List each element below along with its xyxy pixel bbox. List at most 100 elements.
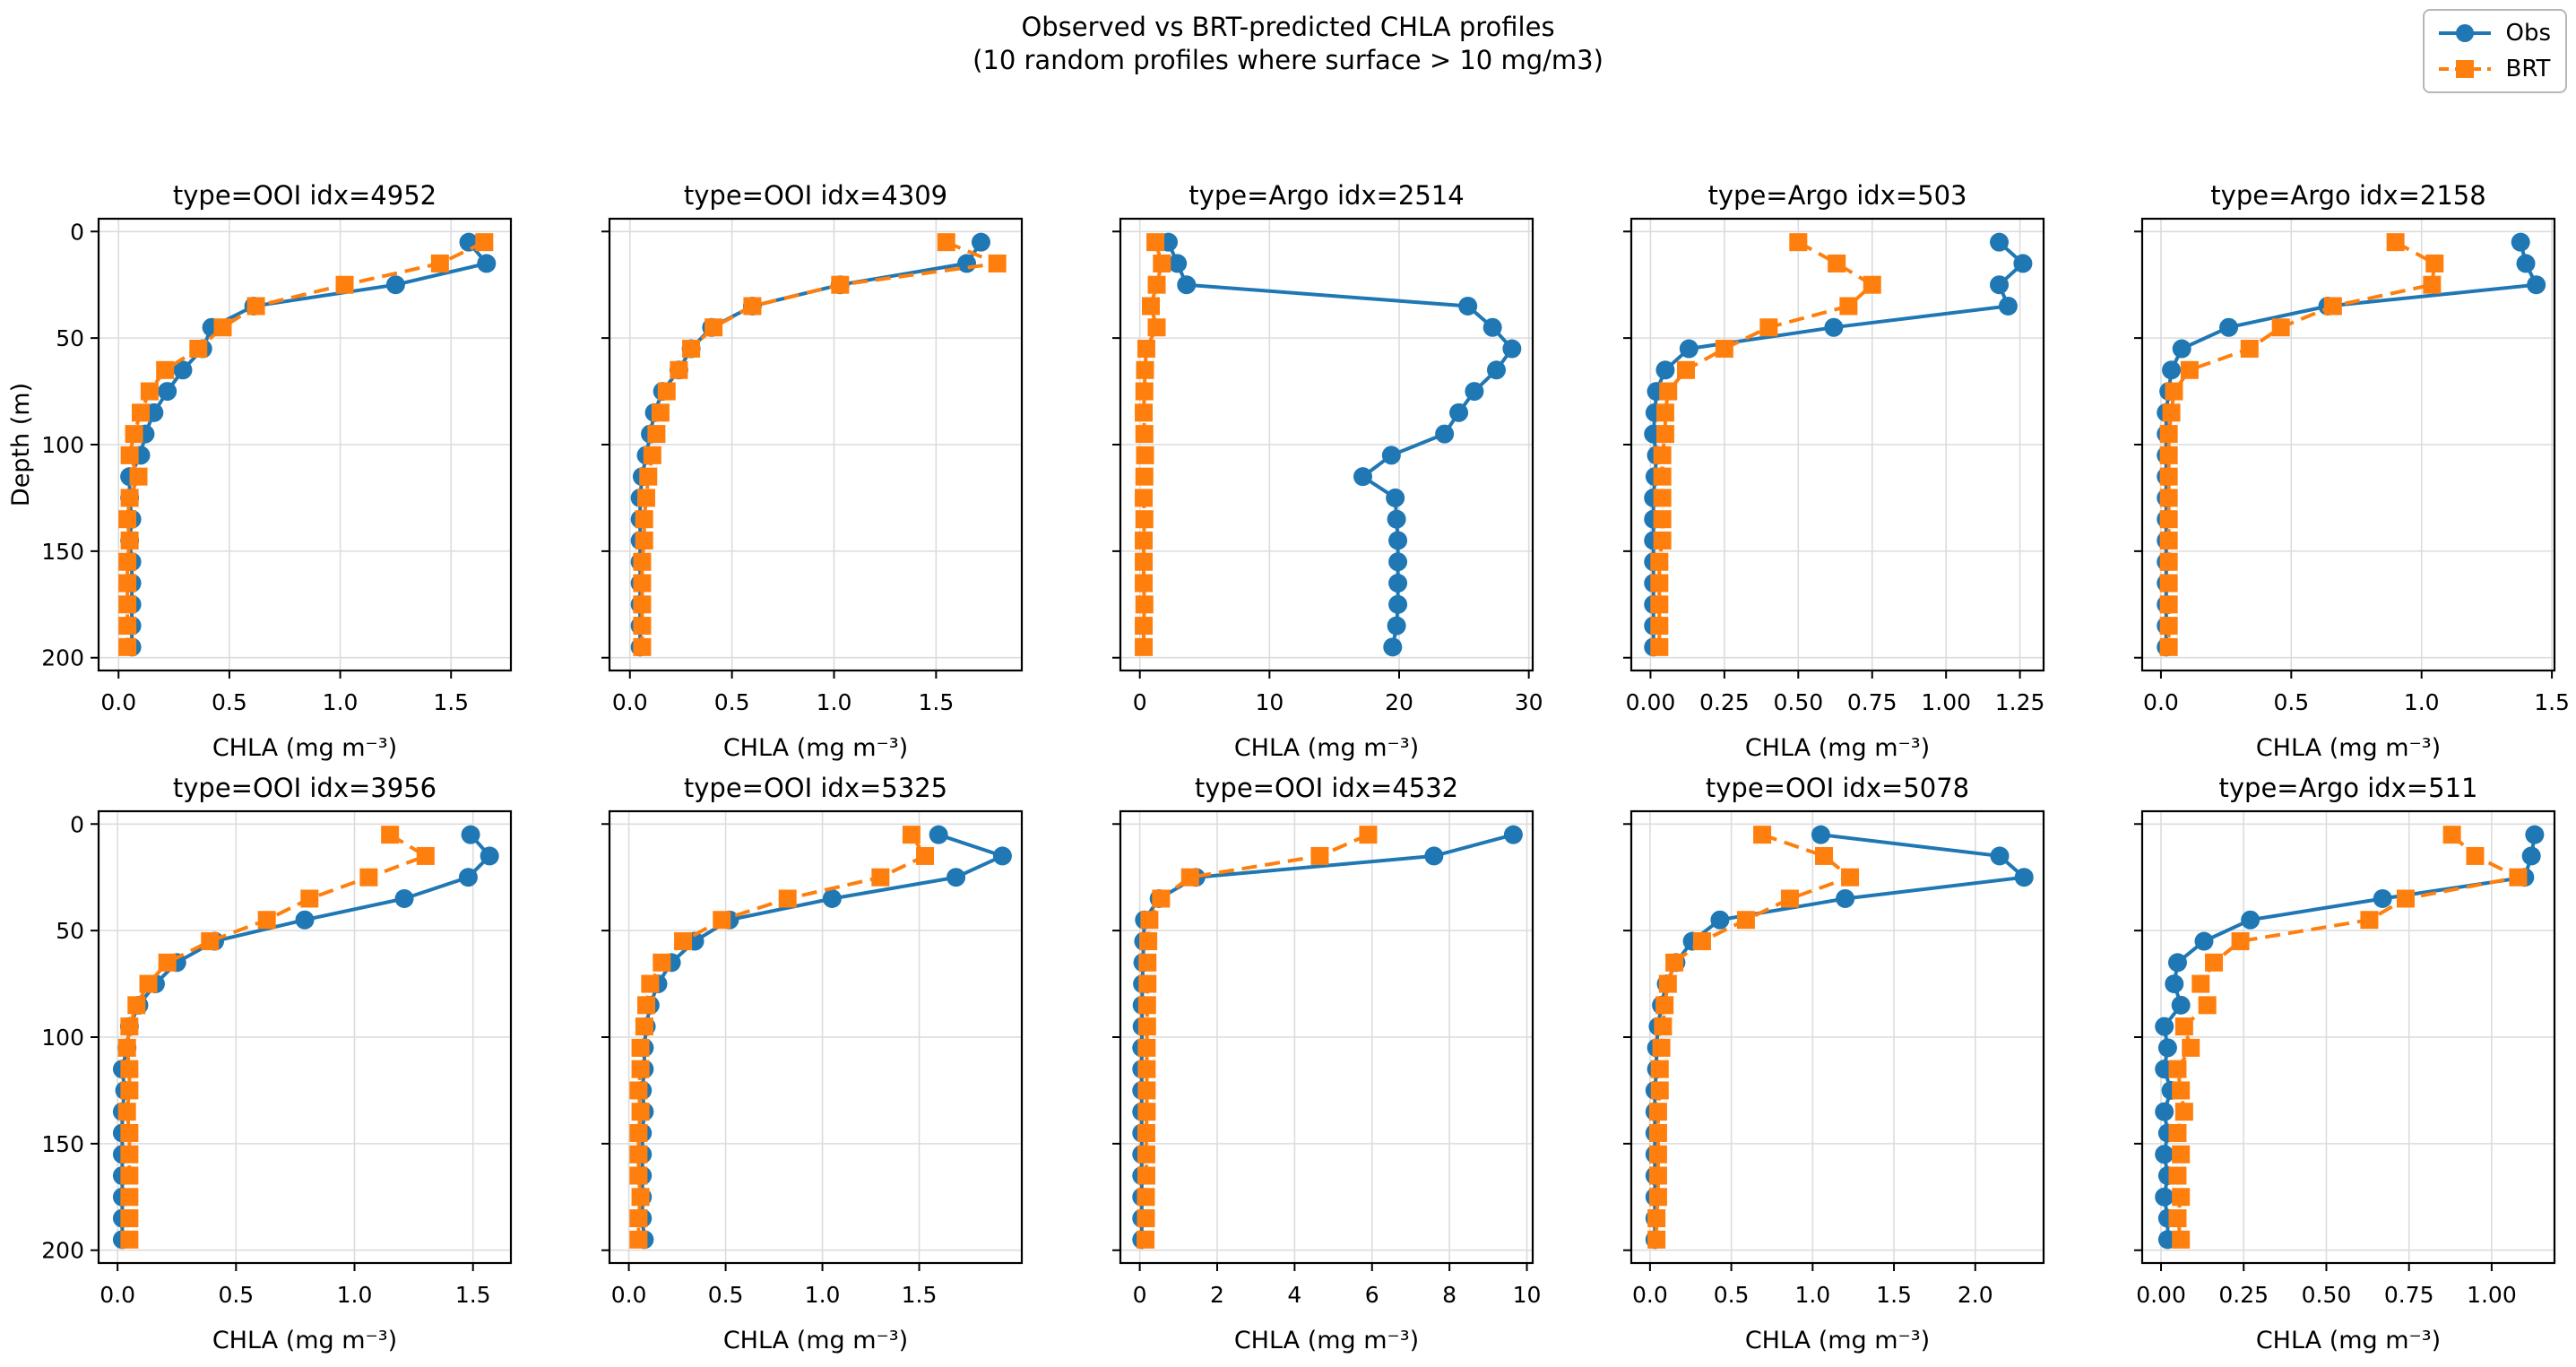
brt-marker — [1137, 1123, 1155, 1142]
brt-marker — [2159, 574, 2178, 593]
data-series — [630, 232, 1007, 657]
brt-marker — [916, 846, 935, 865]
obs-marker — [2241, 910, 2260, 930]
legend-label-brt: BRT — [2505, 56, 2551, 82]
brt-marker — [2231, 932, 2250, 951]
brt-marker — [1650, 617, 1669, 636]
subplot-2: 0.0 0.5 1.0 1.5 type=OOI idx=4309 CHLA (mg m⁻… — [601, 180, 1024, 762]
subplot-title: type=OOI idx=5078 — [1706, 773, 1969, 803]
obs-marker — [1503, 825, 1523, 844]
brt-marker — [2180, 360, 2199, 379]
data-series — [629, 825, 1012, 1250]
gridlines — [1631, 219, 2044, 671]
x-axis-label: CHLA (mg m⁻³) — [212, 1327, 397, 1354]
subplot-title: type=OOI idx=3956 — [173, 773, 437, 803]
brt-marker — [2172, 1145, 2191, 1164]
subplot-title: type=Argo idx=2514 — [1189, 180, 1464, 211]
axes-box — [1119, 809, 1534, 1265]
subplot-title: type=OOI idx=4952 — [173, 180, 437, 211]
obs-marker — [2165, 974, 2184, 994]
axis-ticks: 0.0 0.5 1.0 1.5 — [601, 823, 937, 1308]
x-tick-label: 1.0 — [2404, 689, 2440, 715]
axis-ticks: 0 10 20 30 — [1112, 230, 1543, 715]
x-tick-label: 30 — [1515, 689, 1543, 715]
brt-marker — [633, 574, 652, 593]
brt-marker — [139, 974, 158, 993]
brt-marker — [335, 275, 354, 294]
obs-marker — [2155, 1145, 2174, 1164]
x-tick-label: 0.5 — [714, 689, 750, 715]
brt-marker — [1652, 1038, 1671, 1057]
obs-marker — [2157, 1038, 2177, 1058]
brt-marker — [1841, 868, 1860, 887]
obs-marker — [2527, 275, 2546, 295]
gridlines — [99, 811, 511, 1263]
brt-marker — [1135, 489, 1154, 507]
brt-marker — [213, 318, 232, 337]
brt-marker — [743, 297, 762, 316]
brt-marker — [2182, 1038, 2200, 1057]
brt-marker — [674, 932, 693, 951]
brt-marker — [1648, 1103, 1667, 1121]
obs-marker — [2516, 254, 2536, 273]
brt-marker — [1152, 889, 1171, 908]
brt-marker — [1135, 617, 1154, 636]
brt-marker — [117, 1038, 136, 1057]
brt-marker — [2168, 1209, 2187, 1228]
legend-item-obs: Obs — [2437, 20, 2551, 47]
brt-marker — [631, 1103, 650, 1121]
obs-marker — [1990, 275, 2010, 295]
brt-marker — [643, 446, 661, 464]
brt-marker — [635, 531, 653, 549]
obs-marker — [480, 846, 499, 866]
obs-marker — [2373, 888, 2392, 908]
brt-marker — [1692, 932, 1711, 951]
x-tick-label: 1.5 — [918, 689, 954, 715]
brt-marker — [2198, 996, 2217, 1015]
x-axis-label: CHLA (mg m⁻³) — [2256, 734, 2441, 762]
brt-marker — [2159, 467, 2178, 486]
y-tick-label: 200 — [41, 645, 84, 671]
axis-ticks: 0.0 0.5 1.0 1.5 0 50 100 150 200 — [41, 219, 469, 715]
brt-marker — [636, 489, 655, 507]
obs-marker — [1486, 360, 1506, 380]
x-tick-label: 0.25 — [1699, 689, 1750, 715]
brt-marker — [629, 1123, 648, 1142]
obs-marker — [957, 254, 977, 273]
brt-marker — [2397, 889, 2416, 908]
brt-marker — [1650, 1060, 1669, 1078]
x-tick-label: 0.00 — [1626, 689, 1676, 715]
brt-marker — [629, 1209, 648, 1228]
subplot-5: 0.0 0.5 1.0 1.5 type=Argo idx=2158 CHLA (mg m… — [2134, 180, 2570, 762]
brt-marker — [1135, 510, 1154, 529]
brt-marker — [1736, 911, 1755, 930]
brt-marker — [1655, 403, 1674, 422]
gridlines — [609, 219, 1022, 671]
x-tick-label: 8 — [1442, 1282, 1457, 1308]
brt-marker — [117, 1103, 136, 1121]
x-tick-label: 1.5 — [455, 1282, 491, 1308]
obs-marker — [1388, 531, 1408, 550]
brt-marker — [1780, 889, 1799, 908]
obs-marker — [2155, 1017, 2174, 1036]
obs-marker — [461, 825, 480, 844]
brt-marker — [2168, 1123, 2187, 1142]
brt-marker — [1650, 637, 1669, 656]
brt-marker — [1137, 1145, 1155, 1164]
brt-marker — [1677, 360, 1696, 379]
obs-marker — [929, 825, 948, 844]
brt-marker — [2165, 382, 2183, 401]
y-tick-label: 150 — [41, 1131, 84, 1157]
obs-marker — [1679, 339, 1699, 359]
brt-marker — [118, 637, 137, 656]
brt-marker — [2360, 911, 2379, 930]
brt-marker — [1310, 846, 1329, 865]
brt-marker — [359, 868, 378, 887]
obs-marker — [1998, 296, 2018, 316]
obs-marker — [2014, 868, 2034, 887]
brt-marker — [118, 552, 137, 571]
x-tick-label: 0.0 — [2143, 689, 2179, 715]
brt-marker — [631, 1038, 650, 1057]
brt-marker — [1789, 233, 1808, 252]
subplot-4: 0.00 0.25 0.50 0.75 1.00 1.25 type=Argo idx=50… — [1623, 180, 2044, 762]
